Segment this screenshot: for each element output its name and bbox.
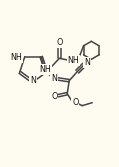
Text: NH: NH	[67, 56, 79, 65]
Text: O: O	[51, 92, 57, 101]
Text: N: N	[84, 58, 90, 67]
Text: N: N	[30, 75, 36, 85]
Text: O: O	[56, 38, 62, 47]
Text: O: O	[72, 98, 78, 107]
Text: N: N	[51, 74, 57, 83]
Text: NH: NH	[10, 53, 22, 62]
Text: NH: NH	[39, 65, 51, 74]
